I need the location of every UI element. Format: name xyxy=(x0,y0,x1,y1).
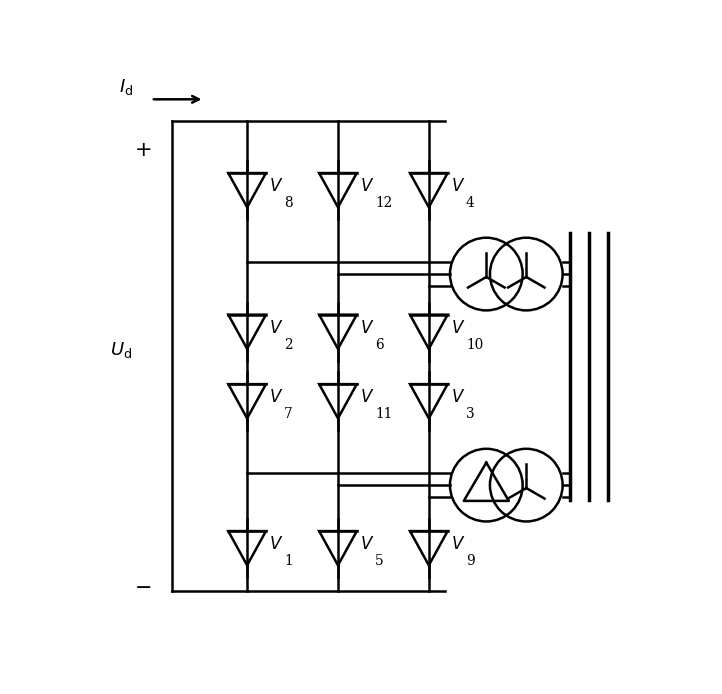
Text: 5: 5 xyxy=(375,555,384,568)
Text: $V$: $V$ xyxy=(360,320,375,337)
Text: $V$: $V$ xyxy=(451,536,466,553)
Text: $V$: $V$ xyxy=(360,178,375,195)
Text: $+$: $+$ xyxy=(134,140,152,160)
Text: 9: 9 xyxy=(466,555,475,568)
Text: 6: 6 xyxy=(375,338,384,352)
Text: $V$: $V$ xyxy=(451,389,466,406)
Text: $V$: $V$ xyxy=(451,178,466,195)
Text: $V$: $V$ xyxy=(269,389,284,406)
Text: 12: 12 xyxy=(375,196,392,210)
Text: 3: 3 xyxy=(466,407,474,421)
Text: $U_{\mathrm{d}}$: $U_{\mathrm{d}}$ xyxy=(110,341,132,360)
Text: 10: 10 xyxy=(466,338,483,352)
Text: 2: 2 xyxy=(284,338,293,352)
Text: $V$: $V$ xyxy=(451,320,466,337)
Text: $V$: $V$ xyxy=(269,178,284,195)
Text: 11: 11 xyxy=(375,407,392,421)
Text: $-$: $-$ xyxy=(134,575,152,595)
Text: $V$: $V$ xyxy=(269,536,284,553)
Text: $V$: $V$ xyxy=(360,536,375,553)
Text: $V$: $V$ xyxy=(269,320,284,337)
Text: 4: 4 xyxy=(466,196,475,210)
Text: 1: 1 xyxy=(284,555,293,568)
Text: $I_{\mathrm{d}}$: $I_{\mathrm{d}}$ xyxy=(119,76,133,96)
Text: $V$: $V$ xyxy=(360,389,375,406)
Text: 8: 8 xyxy=(284,196,293,210)
Text: 7: 7 xyxy=(284,407,293,421)
